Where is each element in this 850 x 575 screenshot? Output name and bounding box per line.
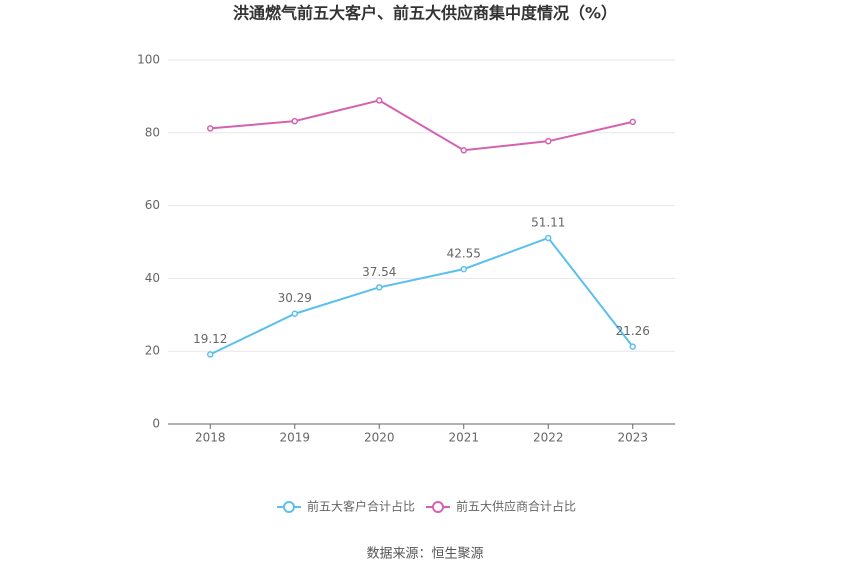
point bbox=[207, 351, 214, 358]
source: 数据来源：恒生聚源 bbox=[366, 547, 483, 562]
y-tick-label: 100 bbox=[137, 53, 160, 67]
chart-title: 洪通燃气前五大客户、前五大供应商集中度情况（%） bbox=[233, 4, 617, 23]
point bbox=[376, 284, 383, 291]
data-label: 21.26 bbox=[616, 324, 650, 338]
point bbox=[460, 265, 467, 273]
series-line bbox=[210, 99, 633, 152]
legend-marker bbox=[432, 501, 444, 513]
x-tick-label: 2021 bbox=[448, 431, 479, 445]
x-tick-label: 2018 bbox=[195, 431, 226, 445]
data-label: 19.12 bbox=[193, 332, 227, 346]
data-label: 51.11 bbox=[531, 215, 565, 229]
legend-marker bbox=[283, 501, 295, 513]
point bbox=[629, 343, 636, 350]
y-tick-label: 0 bbox=[152, 417, 160, 431]
x-tick-label: 2019 bbox=[279, 431, 310, 445]
point bbox=[291, 117, 298, 125]
point bbox=[291, 310, 298, 317]
y-tick-label: 40 bbox=[145, 271, 160, 285]
series-line bbox=[209, 236, 634, 356]
point bbox=[460, 147, 467, 154]
y-tick-label: 60 bbox=[145, 198, 160, 212]
point bbox=[376, 97, 383, 104]
x-tick-label: 2023 bbox=[617, 431, 648, 445]
point bbox=[207, 125, 214, 132]
x-tick-label: 2020 bbox=[364, 431, 395, 445]
data-label: 37.54 bbox=[362, 265, 396, 279]
legend-label: 前五大客户合计占比 bbox=[307, 499, 415, 514]
x-tick-label: 2022 bbox=[533, 431, 564, 445]
data-label: 42.55 bbox=[447, 247, 481, 261]
data-label: 30.29 bbox=[278, 291, 312, 305]
y-tick-label: 20 bbox=[145, 344, 160, 358]
legend-label: 前五大供应商合计占比 bbox=[456, 499, 576, 514]
point bbox=[629, 118, 636, 126]
point bbox=[545, 234, 552, 242]
point bbox=[545, 137, 552, 145]
y-tick-label: 80 bbox=[145, 125, 160, 139]
